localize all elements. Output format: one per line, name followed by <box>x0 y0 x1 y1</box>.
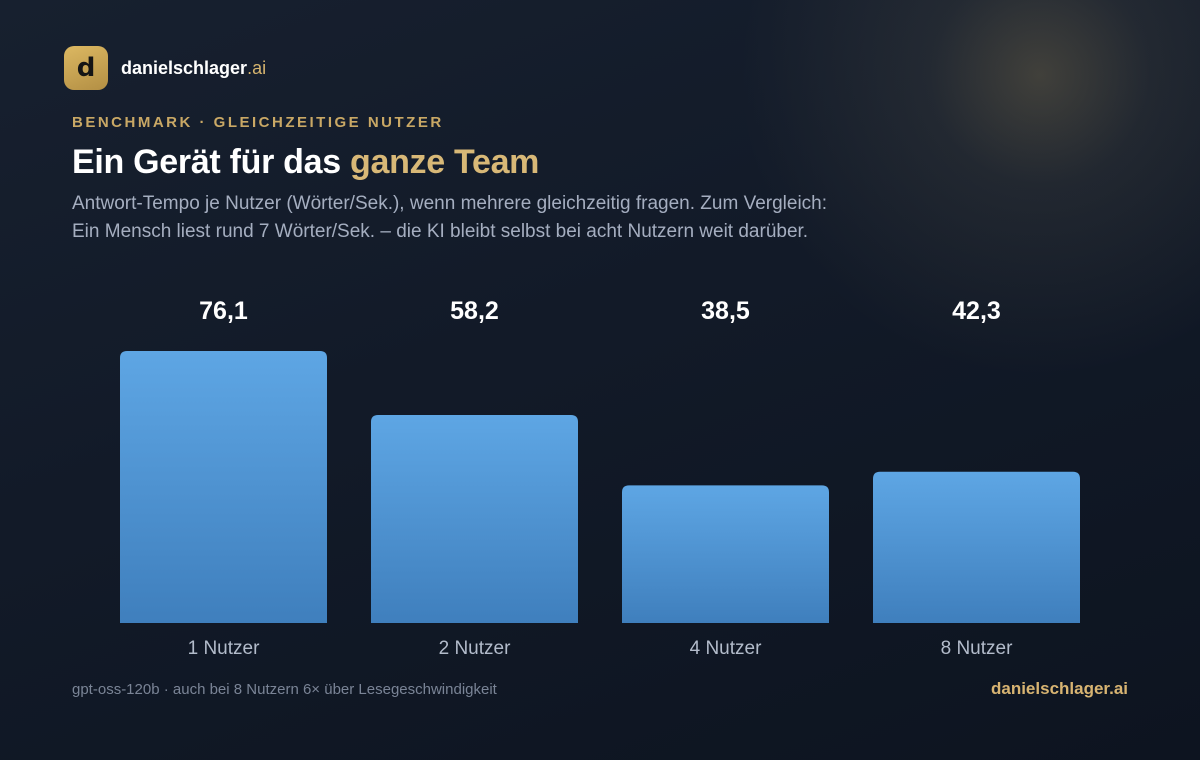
eyebrow-label: BENCHMARK · GLEICHZEITIGE NUTZER <box>72 114 444 131</box>
brand: d danielschlager.ai <box>64 46 266 90</box>
footer-brand-link[interactable]: danielschlager.ai <box>990 679 1128 698</box>
bars-group: 76,1 1 Nutzer 58,2 2 Nutzer 38,5 4 Nutzer 42,3… <box>120 297 1080 659</box>
category-label: 4 Nutzer <box>690 638 762 659</box>
bar-value-label: 38,5 <box>701 297 750 325</box>
brand-logo-icon: d <box>64 46 108 90</box>
bar-value-label: 58,2 <box>450 297 499 325</box>
brand-tld: .ai <box>247 57 267 78</box>
bar-value-label: 76,1 <box>199 297 248 325</box>
bar <box>120 351 327 623</box>
page-title: Ein Gerät für das ganze Team <box>72 143 539 182</box>
bar <box>371 414 578 623</box>
title-accent: ganze Team <box>350 143 540 181</box>
bar <box>873 471 1080 623</box>
category-label: 8 Nutzer <box>941 638 1013 659</box>
brand-name-text: danielschlager <box>121 57 248 78</box>
bar <box>622 485 829 623</box>
brand-name: danielschlager.ai <box>121 58 266 79</box>
title-main: Ein Gerät für das <box>72 143 351 181</box>
chart-subtitle: Antwort-Tempo je Nutzer (Wörter/Sek.), w… <box>72 193 828 242</box>
category-label: 1 Nutzer <box>188 638 260 659</box>
category-label: 2 Nutzer <box>439 638 511 659</box>
bar-value-label: 42,3 <box>952 297 1001 325</box>
footer-note: gpt-oss-120b · auch bei 8 Nutzern 6× übe… <box>72 681 497 698</box>
